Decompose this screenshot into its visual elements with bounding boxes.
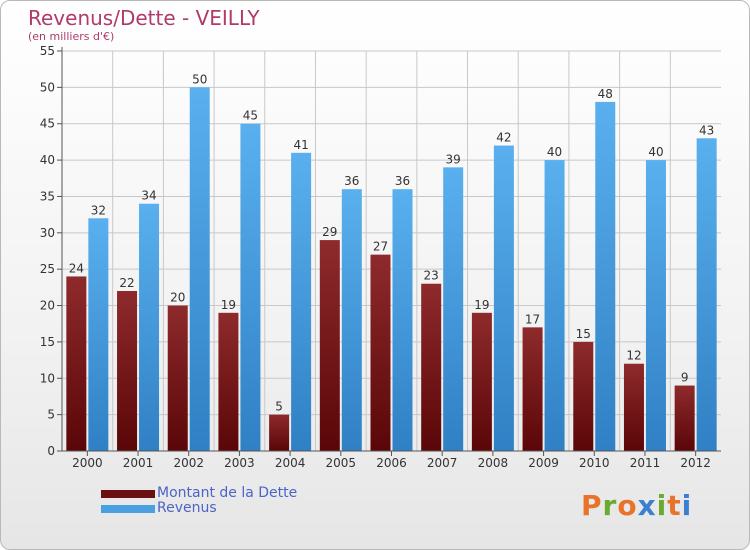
legend-swatch-debt (101, 490, 155, 498)
bar-label-revenue: 40 (648, 145, 663, 159)
y-tick-label: 35 (40, 189, 55, 203)
bar-revenue (645, 160, 666, 451)
x-tick-label: 2008 (478, 456, 509, 470)
y-tick-label: 20 (40, 299, 55, 313)
bar-label-debt: 12 (626, 349, 641, 363)
y-tick-label: 10 (40, 371, 55, 385)
x-tick-label: 2011 (630, 456, 661, 470)
x-tick-label: 2005 (326, 456, 357, 470)
bar-label-revenue: 36 (344, 174, 359, 188)
bar-revenue (291, 152, 312, 451)
bar-debt (66, 276, 87, 451)
y-tick-label: 30 (40, 226, 55, 240)
bar-label-debt: 24 (69, 261, 84, 275)
bar-revenue (443, 167, 464, 451)
bar-label-debt: 23 (424, 269, 439, 283)
logo-letter: i (681, 489, 693, 522)
bar-label-revenue: 34 (141, 189, 156, 203)
bar-debt (471, 312, 492, 451)
bar-label-debt: 15 (576, 327, 591, 341)
bar-revenue (240, 123, 261, 452)
bar-debt (167, 305, 188, 451)
bar-label-debt: 17 (525, 312, 540, 326)
bar-label-revenue: 39 (446, 152, 461, 166)
logo-letter: t (667, 489, 682, 522)
x-tick-label: 2003 (224, 456, 255, 470)
bar-label-revenue: 36 (395, 174, 410, 188)
bar-debt (421, 283, 442, 451)
y-tick-label: 15 (40, 335, 55, 349)
bar-label-revenue: 32 (91, 203, 106, 217)
bar-revenue (544, 160, 565, 451)
proxiti-logo: Proxiti (581, 489, 692, 522)
bar-debt (319, 240, 340, 451)
bar-label-revenue: 43 (699, 123, 714, 137)
bar-debt (117, 291, 138, 451)
x-tick-label: 2010 (579, 456, 610, 470)
y-tick-label: 25 (40, 262, 55, 276)
bar-label-debt: 29 (322, 225, 337, 239)
bar-debt (269, 414, 290, 451)
y-tick-label: 40 (40, 153, 55, 167)
y-tick-label: 45 (40, 117, 55, 131)
bar-label-debt: 9 (681, 371, 689, 385)
x-tick-label: 2009 (528, 456, 559, 470)
bar-label-debt: 27 (373, 240, 388, 254)
x-tick-label: 2001 (123, 456, 154, 470)
legend-label-revenue: Revenus (157, 500, 217, 516)
legend-label-debt: Montant de la Dette (157, 485, 298, 501)
bar-revenue (392, 189, 413, 451)
y-tick-label: 50 (40, 80, 55, 94)
y-tick-label: 55 (40, 44, 55, 58)
bar-revenue (595, 101, 616, 451)
bar-label-revenue: 48 (598, 87, 613, 101)
bar-revenue (88, 218, 109, 451)
x-tick-label: 2004 (275, 456, 306, 470)
x-tick-label: 2012 (680, 456, 711, 470)
bar-label-debt: 22 (119, 276, 134, 290)
bar-label-debt: 5 (275, 400, 283, 414)
logo-letter: r (602, 489, 618, 522)
y-tick-label: 0 (47, 444, 55, 458)
bar-label-debt: 19 (474, 298, 489, 312)
bar-debt (522, 327, 543, 451)
bar-revenue (696, 138, 717, 452)
bar-label-revenue: 50 (192, 72, 207, 86)
bar-label-debt: 19 (221, 298, 236, 312)
x-tick-label: 2007 (427, 456, 458, 470)
logo-letter: x (637, 489, 657, 522)
chart-title: Revenus/Dette - VEILLY (28, 6, 260, 30)
y-tick-label: 5 (47, 408, 55, 422)
x-tick-label: 2006 (376, 456, 407, 470)
bar-label-revenue: 42 (496, 131, 511, 145)
x-tick-label: 2000 (72, 456, 103, 470)
bar-revenue (189, 87, 210, 451)
bar-label-revenue: 40 (547, 145, 562, 159)
x-tick-label: 2002 (173, 456, 204, 470)
bar-revenue (139, 203, 160, 451)
logo-letter: P (581, 489, 603, 522)
bar-debt (674, 385, 695, 451)
bar-revenue (341, 189, 362, 451)
bar-debt (573, 341, 594, 451)
chart-subtitle: (en milliers d'€) (28, 30, 115, 43)
bar-revenue (493, 145, 514, 451)
bar-debt (623, 363, 644, 451)
logo-letter: i (656, 489, 668, 522)
bar-label-revenue: 41 (293, 138, 308, 152)
logo-letter: o (617, 489, 638, 522)
bar-debt (370, 254, 391, 451)
legend-swatch-revenue (101, 505, 155, 513)
bar-label-debt: 20 (170, 291, 185, 305)
bar-debt (218, 312, 239, 451)
bar-label-revenue: 45 (243, 109, 258, 123)
